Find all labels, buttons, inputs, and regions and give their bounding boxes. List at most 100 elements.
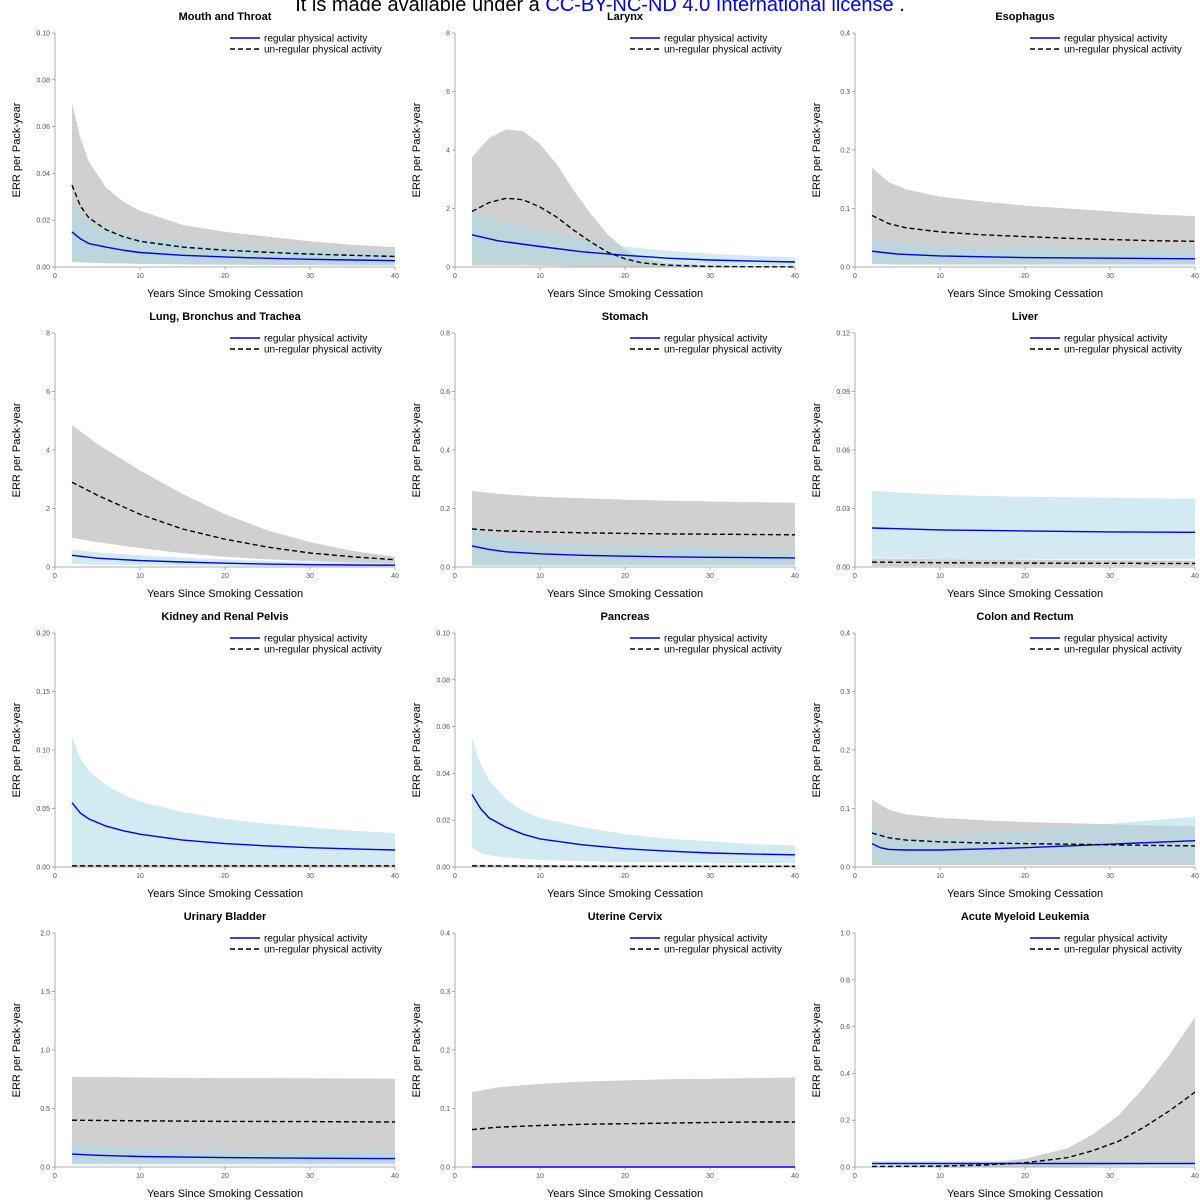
- y-tick-label: 0.3: [440, 989, 450, 996]
- legend-label-regular: regular physical activity: [1064, 934, 1167, 945]
- x-tick-label: 20: [221, 573, 229, 580]
- y-tick-label: 0.05: [36, 806, 50, 813]
- y-tick-label: 2: [446, 206, 450, 213]
- series-line-regular: [871, 527, 1196, 533]
- y-tick-label: 0.09: [836, 389, 850, 396]
- x-tick-label: 40: [791, 273, 799, 280]
- x-tick-label: 10: [936, 573, 944, 580]
- x-tick-label: 40: [1191, 573, 1199, 580]
- x-tick-label: 30: [706, 573, 714, 580]
- chart-panel: Pancreas 0.00 0.02 0.04 0.06 0.08 0.10 0 10 20 30 4…: [411, 611, 799, 900]
- chart-title: Mouth and Throat: [179, 11, 272, 23]
- y-tick-label: 0: [446, 265, 450, 272]
- series-line-regular: [471, 794, 796, 856]
- x-tick-label: 30: [306, 273, 314, 280]
- y-tick-label: 0.02: [436, 818, 450, 825]
- confidence-band-regular: [72, 1143, 395, 1165]
- x-tick-label: 10: [136, 573, 144, 580]
- chart-title: Esophagus: [995, 11, 1054, 23]
- chart-panel: Urinary Bladder 0.0 0.5 1.0 1.5 2.0 0 10 20 30 40 Y…: [11, 911, 399, 1200]
- y-tick-label: 0.20: [36, 631, 50, 638]
- y-tick-label: 0.2: [840, 748, 850, 755]
- x-tick-label: 40: [791, 873, 799, 880]
- legend-label-unregular: un-regular physical activity: [264, 645, 382, 656]
- series-line-unregular: [871, 214, 1196, 242]
- series-line-unregular: [871, 1091, 1196, 1168]
- x-tick-label: 20: [621, 1173, 629, 1180]
- y-tick-label: 1.0: [40, 1048, 50, 1055]
- x-tick-label: 0: [853, 273, 857, 280]
- x-tick-label: 10: [536, 273, 544, 280]
- y-tick-label: 0.0: [840, 265, 850, 272]
- chart-panel: Kidney and Renal Pelvis 0.00 0.05 0.10 0.15 0…: [11, 611, 399, 900]
- confidence-band-regular: [72, 737, 395, 865]
- y-tick-label: 0.6: [840, 1024, 850, 1031]
- confidence-band-unregular: [872, 1017, 1195, 1167]
- legend-label-unregular: un-regular physical activity: [664, 945, 782, 956]
- confidence-band-unregular: [872, 167, 1195, 265]
- confidence-band-unregular: [872, 558, 1195, 566]
- confidence-band-regular: [472, 738, 795, 864]
- x-tick-label: 20: [1021, 873, 1029, 880]
- x-tick-label: 40: [391, 273, 399, 280]
- y-tick-label: 0.6: [440, 389, 450, 396]
- license-link[interactable]: CC-BY-NC-ND 4.0 International license: [545, 0, 894, 16]
- y-tick-label: 4: [446, 148, 450, 155]
- series-line-unregular: [471, 197, 796, 268]
- chart-title: Kidney and Renal Pelvis: [161, 611, 288, 623]
- y-tick-label: 0.00: [36, 865, 50, 872]
- chart-panel: Liver 0.00 0.03 0.06 0.09 0.12 0 10 20 30 40 Years …: [811, 311, 1199, 600]
- license-notice: It is made available under a CC-BY-NC-ND…: [0, 0, 1200, 17]
- series-line-regular: [871, 250, 1196, 260]
- y-tick-label: 0.10: [36, 31, 50, 38]
- x-tick-label: 10: [936, 1173, 944, 1180]
- confidence-band-regular: [472, 211, 795, 266]
- chart-panel: Acute Myeloid Leukemia 0.0 0.2 0.4 0.6 0.8 1.0…: [811, 911, 1199, 1200]
- x-axis-label: Years Since Smoking Cessation: [947, 288, 1103, 300]
- x-tick-label: 0: [853, 873, 857, 880]
- y-tick-label: 2.0: [40, 931, 50, 938]
- x-tick-label: 10: [936, 873, 944, 880]
- y-tick-label: 0.3: [840, 689, 850, 696]
- confidence-band-unregular: [472, 1077, 795, 1167]
- chart-panel: Larynx 0 2 4 6 8 0 10 20 30 40 Years Since Smoking …: [411, 11, 799, 300]
- x-axis-label: Years Since Smoking Cessation: [947, 888, 1103, 900]
- series-line-regular: [71, 1153, 396, 1160]
- y-tick-label: 0.02: [36, 218, 50, 225]
- y-tick-label: 0.2: [440, 506, 450, 513]
- legend-label-unregular: un-regular physical activity: [264, 345, 382, 356]
- x-axis-label: Years Since Smoking Cessation: [147, 1188, 303, 1200]
- y-axis-label: ERR per Pack-year: [411, 102, 423, 197]
- x-tick-label: 40: [791, 1173, 799, 1180]
- x-tick-label: 20: [621, 573, 629, 580]
- confidence-band-unregular: [472, 129, 795, 267]
- x-tick-label: 10: [136, 273, 144, 280]
- y-tick-label: 0.2: [840, 1118, 850, 1125]
- y-tick-label: 0.00: [836, 565, 850, 572]
- y-tick-label: 0.1: [440, 1106, 450, 1113]
- legend-label-unregular: un-regular physical activity: [264, 945, 382, 956]
- license-prefix: It is made available under a: [295, 0, 546, 16]
- series-line-unregular: [871, 832, 1196, 847]
- y-tick-label: 0.0: [840, 865, 850, 872]
- x-axis-label: Years Since Smoking Cessation: [547, 588, 703, 600]
- x-tick-label: 20: [221, 873, 229, 880]
- y-tick-label: 4: [46, 448, 50, 455]
- x-tick-label: 10: [136, 1173, 144, 1180]
- series-line-regular: [471, 545, 796, 559]
- y-tick-label: 0.3: [840, 89, 850, 96]
- y-tick-label: 0.1: [840, 206, 850, 213]
- x-tick-label: 20: [621, 873, 629, 880]
- y-tick-label: 0.2: [840, 148, 850, 155]
- x-tick-label: 0: [453, 873, 457, 880]
- x-tick-label: 20: [1021, 573, 1029, 580]
- y-tick-label: 0.08: [36, 77, 50, 84]
- legend-label-regular: regular physical activity: [664, 334, 767, 345]
- y-tick-label: 0.1: [840, 806, 850, 813]
